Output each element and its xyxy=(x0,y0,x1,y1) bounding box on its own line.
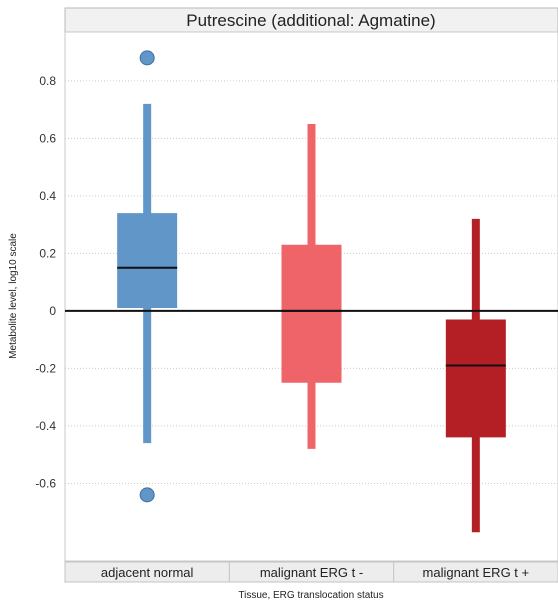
box-iqr xyxy=(445,319,506,438)
title-bar xyxy=(64,7,558,33)
x-axis-label: Tissue, ERG translocation status xyxy=(238,590,383,601)
y-axis-label: Metabolite level, log10 scale xyxy=(8,233,19,359)
y-tick-label: 0.4 xyxy=(39,189,56,203)
outlier-point xyxy=(139,487,155,503)
y-tick-label: -0.4 xyxy=(35,419,56,433)
y-tick-label: -0.2 xyxy=(35,361,56,375)
category-label: adjacent normal xyxy=(101,565,194,580)
box-plots xyxy=(117,50,506,533)
category-label: malignant ERG t - xyxy=(260,565,363,580)
chart-title: Putrescine (additional: Agmatine) xyxy=(186,11,435,30)
outlier-point xyxy=(139,50,155,66)
y-tick-label: -0.6 xyxy=(35,476,56,490)
y-tick-label: 0.2 xyxy=(39,246,56,260)
x-axis-categories: adjacent normal malignant ERG t - malignan… xyxy=(101,562,529,582)
box-iqr xyxy=(117,213,178,308)
category-label: malignant ERG t + xyxy=(423,565,530,580)
y-tick-label: 0.8 xyxy=(39,74,56,88)
y-axis-ticks: 0.8 0.6 0.4 0.2 0 -0.2 -0.4 -0.6 xyxy=(35,74,56,491)
category-strip xyxy=(64,561,558,583)
y-tick-label: 0 xyxy=(49,304,56,318)
y-tick-label: 0.6 xyxy=(39,131,56,145)
box-iqr xyxy=(281,244,342,383)
